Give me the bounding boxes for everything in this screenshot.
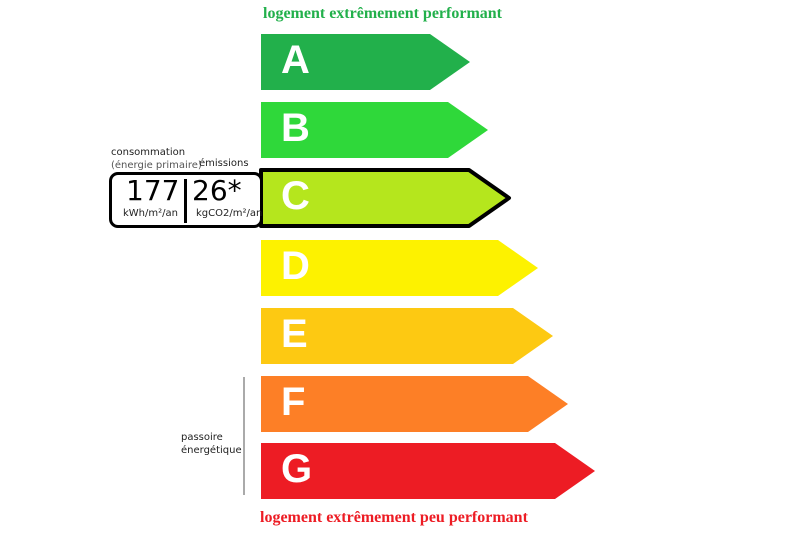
consumption-sublabel: (énergie primaire)	[111, 160, 202, 171]
emissions-unit: kgCO2/m²/an	[196, 208, 263, 219]
class-letter: F	[281, 380, 306, 424]
class-arrow	[261, 308, 553, 364]
class-letter: D	[281, 244, 310, 288]
divider	[184, 179, 187, 223]
consumption-label: consommation	[111, 147, 186, 158]
value-box: 177 kWh/m²/an 26* kgCO2/m²/an	[109, 172, 263, 228]
passoire-bracket	[243, 377, 245, 495]
energy-class-c: C	[259, 168, 511, 228]
class-letter: C	[281, 174, 310, 218]
class-letter: G	[281, 447, 313, 491]
energy-class-e: E	[261, 308, 553, 364]
passoire-label-1: passoire	[181, 432, 223, 443]
energy-class-b: B	[261, 102, 488, 158]
emissions-label: émissions	[199, 158, 249, 169]
emissions-value: 26*	[192, 174, 242, 207]
consumption-value: 177	[126, 174, 180, 207]
energy-class-f: F	[261, 376, 568, 432]
top-label: logement extrêmement performant	[263, 5, 503, 22]
energy-class-g: G	[261, 443, 595, 499]
class-letter: A	[281, 38, 310, 82]
passoire-label-2: énergétique	[181, 445, 242, 456]
class-letter: E	[281, 312, 308, 356]
class-arrow	[261, 376, 568, 432]
energy-class-a: A	[261, 34, 470, 90]
class-arrow	[261, 443, 595, 499]
consumption-unit: kWh/m²/an	[123, 208, 178, 219]
bottom-label: logement extrêmement peu performant	[260, 509, 528, 526]
class-letter: B	[281, 106, 310, 150]
class-arrow	[261, 240, 538, 296]
class-arrow	[261, 34, 470, 90]
energy-class-d: D	[261, 240, 538, 296]
class-arrow	[261, 102, 488, 158]
